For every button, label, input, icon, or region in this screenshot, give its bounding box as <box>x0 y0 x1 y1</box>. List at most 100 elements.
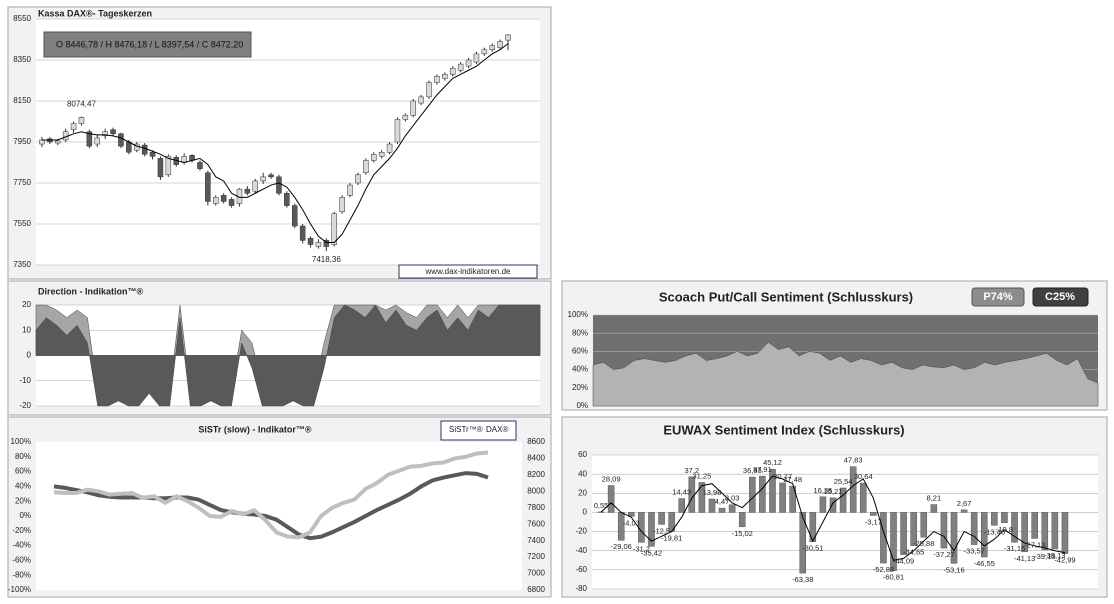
y-tick-label: 80% <box>15 452 31 461</box>
y-tick-label: 8400 <box>527 454 545 463</box>
data-label: -39,13 <box>1034 552 1055 561</box>
bar <box>708 498 716 513</box>
candle-body <box>465 59 472 67</box>
candle-body <box>402 115 409 120</box>
data-label: -35,42 <box>641 548 662 557</box>
candle-body <box>386 143 393 153</box>
candle-body <box>355 174 361 184</box>
legend-box <box>440 420 517 441</box>
candle-body <box>378 152 385 157</box>
candle-body <box>307 238 314 245</box>
y-tick-label: 80% <box>572 328 588 337</box>
candle-body <box>410 100 416 116</box>
data-label: -12,5 <box>653 526 670 535</box>
y-tick-label: 7950 <box>13 137 31 146</box>
data-label: 15,21 <box>824 487 843 496</box>
candle-body <box>157 158 164 178</box>
candle-body <box>276 176 282 194</box>
data-label: 36,93 <box>743 466 762 475</box>
bar <box>638 512 645 543</box>
data-label: 25,54 <box>834 477 853 486</box>
y-tick-label: 20% <box>572 383 588 392</box>
y-tick-label: 8200 <box>527 470 545 479</box>
badge-label: P74% <box>983 291 1013 303</box>
bar <box>870 512 877 516</box>
y-tick-label: 0% <box>19 511 31 520</box>
chart-title: EUWAX Sentiment Index (Schlusskurs) <box>663 422 904 437</box>
data-label: 47,83 <box>844 456 863 465</box>
candle-body <box>244 188 251 194</box>
candle-body <box>86 131 93 147</box>
data-label: -42,99 <box>1054 556 1075 565</box>
y-tick-label: 8150 <box>13 96 31 105</box>
data-label: 31,25 <box>693 472 712 481</box>
y-tick-label: -100% <box>8 585 31 594</box>
area <box>592 341 1099 407</box>
data-label: 30,64 <box>854 472 873 481</box>
bar <box>819 496 827 513</box>
candle-body <box>347 184 353 196</box>
y-tick-label: 6800 <box>527 585 545 594</box>
candle-body <box>47 138 53 143</box>
bar <box>960 509 968 513</box>
candle-body <box>473 53 480 63</box>
bar <box>1001 512 1008 524</box>
candle-body <box>339 197 345 212</box>
y-tick-label: 7550 <box>13 219 31 228</box>
y-tick-label: 8350 <box>13 55 31 64</box>
data-label: -38,13 <box>1044 551 1065 560</box>
candle-body <box>497 41 503 48</box>
y-tick-label: 0 <box>27 351 32 360</box>
candle-body <box>442 74 448 79</box>
candle-body <box>268 174 274 178</box>
data-label: -30,51 <box>802 544 823 553</box>
candle-body <box>434 76 440 83</box>
bar <box>890 512 897 571</box>
candle-body <box>39 139 45 145</box>
y-tick-label: 7800 <box>527 503 545 512</box>
data-label: -31,15 <box>1004 544 1025 553</box>
data-label: 13,98 <box>703 488 722 497</box>
bar <box>628 512 635 517</box>
data-label: 8,03 <box>725 494 740 503</box>
y-tick-label: 7400 <box>527 536 545 545</box>
data-label: -37,27 <box>933 550 954 559</box>
y-tick-label: 8550 <box>13 14 31 23</box>
y-tick-label: -40 <box>575 546 587 555</box>
data-label: -33,57 <box>964 547 985 556</box>
bar <box>678 498 685 513</box>
y-tick-label: 7350 <box>13 260 31 269</box>
y-tick-label: 100% <box>568 310 588 319</box>
chart-title: Scoach Put/Call Sentiment (Schlusskurs) <box>659 289 913 304</box>
data-label: -4,03 <box>623 518 640 527</box>
line <box>53 450 489 540</box>
candle-body <box>418 96 424 104</box>
candle-body <box>252 180 258 192</box>
bar <box>759 475 766 513</box>
candle-body <box>165 156 172 176</box>
data-label: -41,13 <box>1014 554 1035 563</box>
y-tick-label: 8000 <box>527 486 545 495</box>
candle-body <box>228 199 235 206</box>
candle-body <box>292 205 298 227</box>
plot-area <box>36 442 522 590</box>
y-tick-label: 7750 <box>13 178 31 187</box>
data-label: -10,8 <box>996 525 1013 534</box>
y-tick-label: 7200 <box>527 552 545 561</box>
data-label: -19,81 <box>661 533 682 542</box>
bar <box>859 482 867 513</box>
bar <box>910 512 917 546</box>
candle-body <box>284 193 290 206</box>
annotation: 7418,36 <box>312 255 341 264</box>
candle-body <box>450 67 456 75</box>
y-tick-label: 8600 <box>527 437 545 446</box>
y-tick-label: 60% <box>15 467 31 476</box>
candle-body <box>315 242 322 247</box>
data-label: -63,38 <box>792 575 813 584</box>
y-tick-label: 0 <box>583 508 588 517</box>
data-label: 28,09 <box>602 475 621 484</box>
candle-body <box>118 133 124 147</box>
candle-body <box>260 176 266 182</box>
bar <box>930 504 938 513</box>
moving-average <box>41 43 509 243</box>
